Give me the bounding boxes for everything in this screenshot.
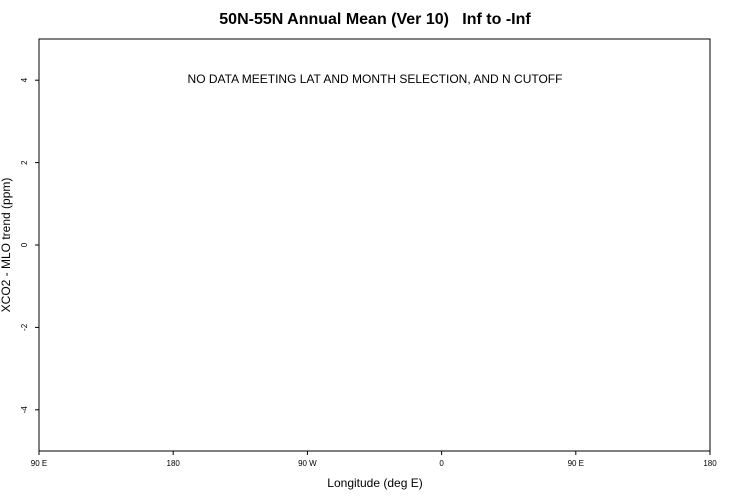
- y-tick-label: 0: [20, 242, 29, 247]
- y-tick-label: 2: [20, 160, 29, 165]
- x-tick-label: 90 W: [298, 459, 317, 468]
- x-tick-label: 180: [703, 459, 717, 468]
- annotation: NO DATA MEETING LAT AND MONTH SELECTION,…: [188, 72, 563, 86]
- x-tick-label: 180: [167, 459, 181, 468]
- y-tick-label: 4: [20, 77, 29, 82]
- y-tick-label: -4: [20, 406, 29, 414]
- x-axis-label: Longitude (deg E): [327, 476, 422, 490]
- x-tick-label: 90 E: [31, 459, 47, 468]
- y-axis-label: XCO2 - MLO trend (ppm): [0, 178, 13, 313]
- chart-title: 50N-55N Annual Mean (Ver 10) Inf to -Inf: [219, 11, 531, 28]
- x-tick-label: 90 E: [568, 459, 584, 468]
- x-tick-label: 0: [439, 459, 444, 468]
- plot-frame: [38, 38, 711, 452]
- y-tick-label: -2: [20, 323, 29, 331]
